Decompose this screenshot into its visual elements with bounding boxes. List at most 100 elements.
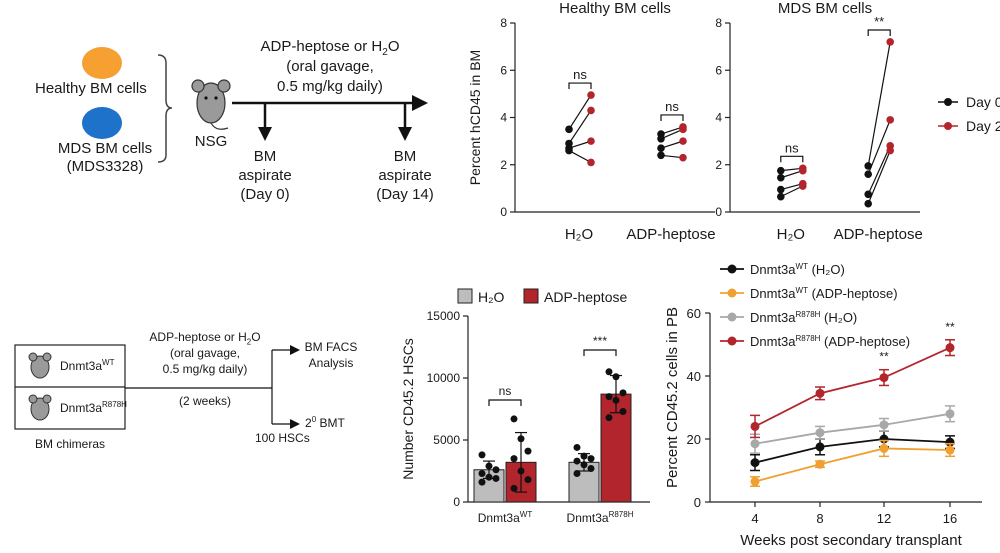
day28-point (587, 106, 595, 115)
asp1-line2: aspirate (238, 167, 292, 184)
day28-point (679, 137, 687, 145)
series-line (754, 447, 951, 483)
data-point (605, 414, 613, 422)
day0-point (657, 134, 665, 143)
x-tick-label: 12 (877, 511, 891, 526)
y-tick-label: 0 (715, 205, 722, 219)
legend-label: Day 28 (966, 118, 1000, 134)
asp2-line1: BM (393, 148, 417, 165)
day28-point (587, 158, 595, 167)
legend-swatch (457, 288, 473, 304)
data-point (478, 478, 486, 486)
data-point (517, 467, 525, 475)
series-line (754, 412, 951, 445)
y-tick-label: 4 (500, 111, 507, 125)
day28-point (587, 137, 595, 145)
data-point (524, 476, 532, 484)
pair-line (867, 145, 891, 195)
data-point (612, 373, 620, 381)
y-tick-label: 8 (500, 16, 507, 30)
day28-point (886, 116, 894, 124)
asp2-line2: aspirate (378, 167, 432, 184)
bmt-arrowhead (290, 419, 300, 429)
day0-point (777, 173, 785, 182)
legend-marker (727, 336, 737, 346)
treatment-line-2: (oral gavage, (286, 58, 374, 75)
legend-label: Dnmt3aWT (H₂O) (750, 262, 845, 277)
day0-point (565, 146, 573, 155)
data-point (619, 407, 627, 415)
chart-title: Healthy BM cells (559, 0, 671, 17)
x-axis-label: Weeks post secondary transplant (740, 532, 962, 549)
x-group-label: ADP-heptose (834, 226, 923, 243)
day0-point (864, 190, 872, 199)
significance-label: ** (874, 14, 884, 29)
series-line (754, 346, 951, 428)
treat-b-1: ADP-heptose or H2O (149, 330, 261, 347)
chart-title: MDS BM cells (778, 0, 872, 17)
hsc-label: 100 HSCs (255, 431, 310, 445)
y-tick-label: 0 (500, 205, 507, 219)
y-tick-label: 5000 (433, 433, 460, 447)
legend-marker (727, 264, 737, 274)
significance-label: ns (785, 140, 799, 155)
data-point (815, 388, 825, 398)
day0-point (657, 144, 665, 153)
pair-line (867, 41, 891, 167)
legend-swatch (523, 288, 539, 304)
y-axis-label: Percent hCD45 in BM (467, 50, 483, 185)
pair-line (568, 94, 592, 130)
treatment-line-3: 0.5 mg/kg daily) (277, 78, 383, 95)
day0-point (864, 199, 872, 208)
data-point (945, 343, 955, 353)
genotype-wt: Dnmt3aWT (60, 358, 115, 373)
legend-label: Dnmt3aWT (ADP-heptose) (750, 286, 898, 301)
chimeras-label: BM chimeras (34, 437, 105, 451)
asp2-line3: (Day 14) (376, 186, 434, 203)
y-tick-label: 0 (694, 495, 701, 510)
y-axis-label: Number CD45.2 HSCs (400, 338, 416, 480)
significance-bracket (660, 114, 684, 121)
mds-cell-icon (82, 107, 122, 139)
pair-line (780, 170, 803, 179)
data-point (510, 415, 518, 423)
significance-label: ** (879, 350, 889, 364)
mouse-icon (191, 79, 231, 130)
data-point (619, 389, 627, 397)
x-tick-label: 16 (943, 511, 957, 526)
day28-point (799, 166, 807, 175)
facs-line2: Analysis (308, 356, 354, 370)
y-tick-label: 6 (500, 63, 507, 77)
legend-label: Dnmt3aR878H (H₂O) (750, 310, 857, 325)
pair-line (660, 140, 684, 149)
pair-line (568, 140, 592, 149)
data-point (510, 484, 518, 492)
data-point (815, 442, 825, 452)
data-point (580, 452, 588, 460)
y-tick-label: 40 (687, 369, 701, 384)
duration-label: (2 weeks) (178, 394, 231, 408)
data-point (478, 451, 486, 459)
legend-label: H₂O (478, 289, 505, 305)
treat-b-2: (oral gavage, (169, 346, 241, 360)
y-tick-label: 15000 (427, 309, 461, 323)
y-tick-label: 6 (715, 63, 722, 77)
x-group-label: H₂O (565, 226, 593, 243)
significance-bracket (488, 399, 522, 406)
data-point (750, 458, 760, 468)
data-point (485, 473, 493, 481)
data-point (573, 469, 581, 477)
facs-line1: BM FACS (304, 340, 358, 354)
mds-label-1: MDS BM cells (57, 140, 153, 157)
data-point (750, 439, 760, 449)
facs-arrowhead (290, 345, 300, 355)
brace (157, 54, 173, 163)
data-point (524, 447, 532, 455)
legend-marker (944, 122, 952, 130)
data-point (605, 368, 613, 376)
day28-point (799, 182, 807, 190)
treatment-line-1: ADP-heptose or H2O (260, 38, 400, 58)
data-point (945, 409, 955, 419)
significance-label: ns (665, 99, 679, 114)
